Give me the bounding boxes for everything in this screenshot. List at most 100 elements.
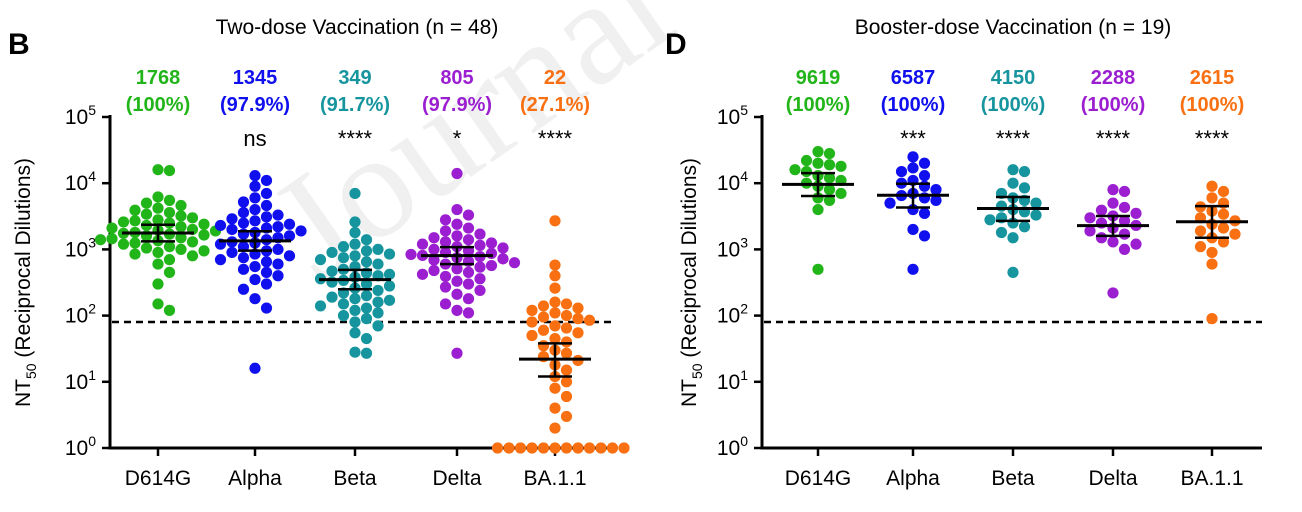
data-point	[1007, 164, 1019, 176]
data-point	[249, 192, 261, 204]
data-point	[1084, 225, 1096, 237]
data-point	[549, 270, 561, 282]
y-tick-exponent: 0	[88, 433, 96, 449]
data-point	[349, 346, 361, 358]
data-point	[372, 243, 384, 255]
gmt-value-label: 2615	[1190, 67, 1235, 89]
data-point	[1118, 243, 1131, 255]
data-point	[451, 203, 463, 216]
data-point	[451, 288, 463, 300]
data-point	[360, 245, 373, 257]
chart-title: Two-dose Vaccination (n = 48)	[216, 16, 499, 39]
data-point	[812, 263, 824, 275]
data-point	[260, 199, 273, 212]
data-point	[462, 278, 475, 290]
data-point	[560, 298, 573, 310]
data-point	[360, 290, 373, 302]
data-point	[439, 281, 452, 293]
data-point	[372, 320, 384, 332]
data-point	[549, 422, 561, 434]
data-point	[186, 212, 199, 224]
data-point	[1084, 212, 1096, 224]
y-tick-base: 10	[717, 106, 740, 129]
data-point	[237, 283, 250, 295]
data-point	[995, 200, 1008, 212]
data-point	[249, 203, 261, 216]
data-point	[560, 322, 573, 334]
data-point	[451, 347, 463, 359]
data-point	[260, 187, 273, 200]
data-point	[549, 307, 561, 319]
y-tick-base: 10	[717, 172, 740, 195]
data-point	[152, 191, 164, 203]
data-point	[175, 243, 187, 255]
y-tick-base: 10	[717, 371, 740, 394]
data-point	[451, 304, 463, 316]
y-tick-base: 10	[65, 106, 88, 129]
data-point	[835, 187, 847, 200]
data-point	[537, 311, 550, 323]
data-point	[474, 261, 486, 273]
data-point	[918, 230, 931, 242]
data-point	[249, 180, 261, 192]
data-point	[106, 233, 118, 245]
data-point	[163, 254, 176, 266]
percent-label: (100%)	[1081, 94, 1145, 116]
y-tick-label: 105	[717, 102, 748, 129]
data-point	[152, 214, 164, 226]
data-point	[526, 304, 538, 316]
y-tick-exponent: 0	[740, 433, 748, 449]
data-point	[198, 229, 210, 241]
data-point	[930, 194, 942, 206]
data-point	[1007, 177, 1019, 189]
data-point	[260, 174, 273, 187]
data-point	[249, 293, 261, 305]
data-point	[360, 313, 373, 325]
data-point	[462, 222, 475, 234]
panel-letter: B	[8, 28, 30, 61]
data-point	[1095, 232, 1108, 244]
data-point	[462, 266, 475, 278]
data-point	[140, 197, 153, 209]
data-point	[260, 266, 273, 278]
data-point	[1194, 241, 1207, 253]
data-point	[884, 197, 896, 209]
gmt-value-label: 22	[544, 67, 566, 89]
data-point	[451, 275, 463, 287]
percent-label: (91.7%)	[320, 94, 390, 116]
x-tick-label: Alpha	[228, 467, 282, 490]
x-tick-label: Alpha	[886, 467, 940, 490]
data-point	[812, 146, 824, 158]
data-point	[272, 209, 284, 221]
data-point	[907, 263, 919, 275]
data-point	[572, 327, 584, 339]
data-point	[117, 216, 130, 228]
y-tick-base: 10	[65, 172, 88, 195]
y-tick-exponent: 2	[88, 301, 96, 317]
data-point	[163, 304, 176, 316]
data-point	[812, 203, 824, 216]
y-tick-label: 101	[717, 367, 748, 394]
data-point	[237, 252, 250, 264]
data-point	[439, 236, 452, 248]
data-point	[326, 246, 338, 259]
data-point	[175, 199, 187, 212]
significance-label: ***	[900, 126, 926, 151]
x-tick-label: D614G	[785, 467, 852, 490]
data-point	[526, 442, 538, 454]
data-point	[249, 260, 261, 273]
data-point	[272, 270, 284, 282]
gmt-value-label: 9619	[796, 67, 841, 89]
data-point	[474, 239, 486, 251]
x-tick-label: Delta	[1088, 467, 1137, 490]
x-tick-label: Delta	[432, 467, 481, 490]
y-tick-label: 102	[717, 301, 748, 328]
data-point	[428, 232, 440, 244]
data-point	[428, 264, 440, 277]
significance-label: ns	[243, 126, 266, 151]
y-tick-label: 103	[65, 234, 96, 261]
data-point	[349, 216, 361, 228]
data-point	[186, 236, 199, 248]
data-point	[272, 221, 284, 233]
